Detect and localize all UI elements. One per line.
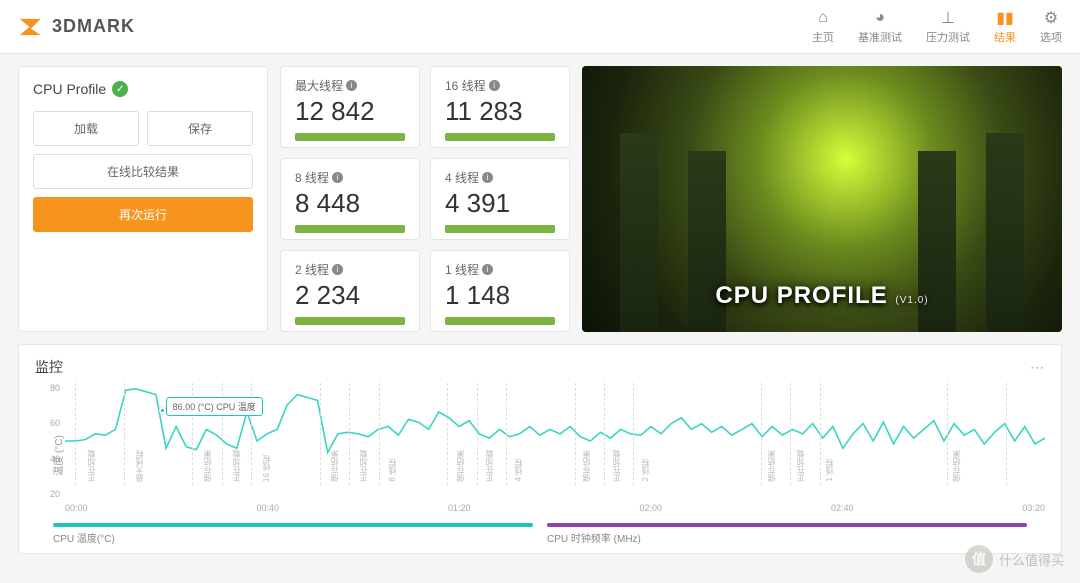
info-icon[interactable]: i — [332, 172, 343, 183]
nav-results[interactable]: ▮▮结果 — [994, 9, 1016, 45]
score-max-threads: 最大线程i 12 842 — [280, 66, 420, 148]
nav-home[interactable]: ⌂主页 — [812, 9, 834, 45]
load-button[interactable]: 加载 — [33, 111, 139, 146]
check-icon: ✓ — [112, 81, 128, 97]
info-icon[interactable]: i — [482, 264, 493, 275]
y-ticks: 80 60 40 20 — [53, 383, 54, 499]
score-8-threads: 8 线程i 8 448 — [280, 158, 420, 240]
home-icon: ⌂ — [814, 9, 832, 27]
watermark: 值 什么值得买 — [965, 545, 1064, 573]
tooltip-marker — [159, 407, 166, 414]
logo-icon — [18, 14, 44, 40]
score-4-threads: 4 线程i 4 391 — [430, 158, 570, 240]
preview: CPU PROFILE (V1.0) — [582, 66, 1062, 332]
header: 3DMARK ⌂主页 ◕基准测试 ⊥压力测试 ▮▮结果 ⚙选项 — [0, 0, 1080, 54]
logo-text: 3DMARK — [52, 16, 135, 37]
profile-title: CPU Profile ✓ — [33, 81, 253, 97]
gauge-icon: ◕ — [871, 9, 889, 27]
left-panel: CPU Profile ✓ 加载 保存 在线比较结果 再次运行 — [18, 66, 268, 332]
logo: 3DMARK — [18, 14, 135, 40]
score-2-threads: 2 线程i 2 234 — [280, 250, 420, 332]
nav: ⌂主页 ◕基准测试 ⊥压力测试 ▮▮结果 ⚙选项 — [812, 9, 1062, 45]
rerun-button[interactable]: 再次运行 — [33, 197, 253, 232]
x-ticks: 00:00 00:40 01:20 02:00 02:40 03:20 — [65, 503, 1045, 513]
monitor-panel: 监控 ⋯ 温度 (°C) 80 60 40 20 正在加载最大线程储存结果正在加… — [18, 344, 1062, 554]
preview-title: CPU PROFILE (V1.0) — [715, 282, 928, 310]
monitor-menu-icon[interactable]: ⋯ — [1030, 359, 1045, 376]
nav-options[interactable]: ⚙选项 — [1040, 9, 1062, 45]
info-icon[interactable]: i — [489, 80, 500, 91]
stress-icon: ⊥ — [939, 9, 957, 27]
score-16-threads: 16 线程i 11 283 — [430, 66, 570, 148]
nav-stress[interactable]: ⊥压力测试 — [926, 9, 970, 45]
results-icon: ▮▮ — [996, 9, 1014, 27]
legend-cpu-clock[interactable]: CPU 时钟频率 (MHz) — [547, 523, 1027, 545]
save-button[interactable]: 保存 — [147, 111, 253, 146]
monitor-title: 监控 — [35, 357, 63, 377]
info-icon[interactable]: i — [332, 264, 343, 275]
score-1-thread: 1 线程i 1 148 — [430, 250, 570, 332]
info-icon[interactable]: i — [346, 80, 357, 91]
chart: 温度 (°C) 80 60 40 20 正在加载最大线程储存结果正在加载16 线… — [57, 383, 1045, 513]
info-icon[interactable]: i — [482, 172, 493, 183]
tooltip: 86.00 (°C) CPU 温度 — [166, 397, 263, 416]
gear-icon: ⚙ — [1042, 9, 1060, 27]
nav-benchmark[interactable]: ◕基准测试 — [858, 9, 902, 45]
compare-button[interactable]: 在线比较结果 — [33, 154, 253, 189]
score-grid: 最大线程i 12 842 16 线程i 11 283 8 线程i 8 448 4… — [280, 66, 570, 332]
legend-cpu-temp[interactable]: CPU 温度(°C) — [53, 523, 533, 545]
legend: CPU 温度(°C) CPU 时钟频率 (MHz) — [53, 523, 1027, 545]
